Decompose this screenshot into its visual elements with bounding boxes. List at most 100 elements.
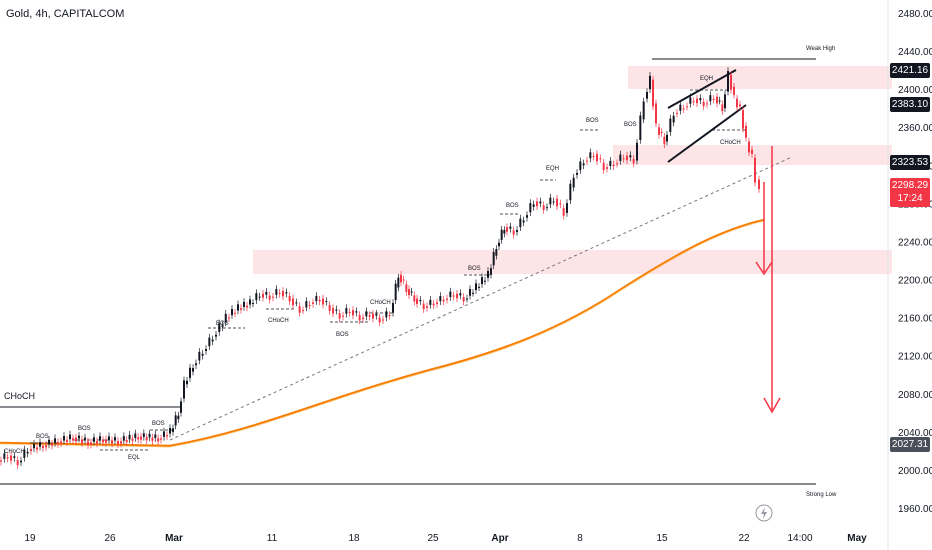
last-price-value: 2298.29 xyxy=(891,180,929,191)
candle-body xyxy=(702,101,705,107)
candle-body xyxy=(328,304,331,311)
candle-body xyxy=(23,449,26,458)
candle-body xyxy=(616,163,618,165)
candle-body xyxy=(105,439,107,443)
candle-body xyxy=(84,437,86,441)
candle-body xyxy=(362,317,364,320)
candle-body xyxy=(699,98,702,101)
choch-label: CHoCH xyxy=(720,140,741,146)
candle-body xyxy=(475,283,477,291)
candle-body xyxy=(397,277,400,288)
x-tick-label: 18 xyxy=(348,533,360,544)
candle-body xyxy=(36,447,38,450)
candle-body xyxy=(636,142,638,161)
candle-body xyxy=(10,455,12,461)
candle-body xyxy=(413,295,416,302)
candle-body xyxy=(332,308,334,314)
candlestick-series xyxy=(0,67,760,469)
candle-body xyxy=(509,226,512,229)
candle-body xyxy=(572,177,575,188)
candle-body xyxy=(758,179,760,190)
candle-body xyxy=(211,339,214,342)
candle-body xyxy=(262,293,264,298)
candle-body xyxy=(718,100,721,102)
y-tick-label: 2040.00 xyxy=(898,428,932,439)
candle-body xyxy=(288,296,291,302)
candle-body xyxy=(589,152,592,159)
candle-body xyxy=(142,433,145,437)
candle-body xyxy=(452,295,455,297)
y-tick-label: 2240.00 xyxy=(898,237,932,248)
candle-body xyxy=(716,96,718,104)
candle-body xyxy=(234,312,236,314)
support-price-label: 2323.53 xyxy=(890,155,930,170)
candle-body xyxy=(312,302,314,304)
candle-body xyxy=(60,441,62,444)
candle-body xyxy=(180,401,182,413)
candle-body xyxy=(268,295,271,300)
candle-body xyxy=(75,437,77,442)
candle-body xyxy=(221,325,224,328)
candle-body xyxy=(134,433,137,438)
candle-body xyxy=(724,94,726,109)
candle-body xyxy=(63,436,65,441)
bos-label: BOS xyxy=(152,421,165,427)
candle-body xyxy=(335,309,338,311)
bos-label: BOS xyxy=(78,426,91,432)
moving-average-inner xyxy=(0,220,765,448)
choch-label: CHoCH xyxy=(370,300,391,306)
x-tick-label: 14:00 xyxy=(787,533,812,544)
candle-body xyxy=(315,296,318,302)
candle-body xyxy=(348,311,351,313)
candle-body xyxy=(569,183,572,201)
demand-zone-low xyxy=(253,250,892,274)
candle-body xyxy=(282,290,284,297)
candle-body xyxy=(215,334,217,337)
candle-body xyxy=(400,274,402,283)
candle-body xyxy=(318,299,321,302)
candle-body xyxy=(265,291,268,295)
candle-body xyxy=(682,108,685,110)
lightning-icon[interactable] xyxy=(755,504,773,522)
candle-body xyxy=(410,291,413,293)
candle-body xyxy=(490,268,492,275)
candle-body xyxy=(696,98,698,104)
candle-body xyxy=(102,440,104,443)
candle-body xyxy=(462,296,465,302)
candle-body xyxy=(459,293,462,296)
candle-body xyxy=(368,315,371,317)
candle-body xyxy=(174,415,177,426)
candle-body xyxy=(16,460,19,466)
candle-body xyxy=(646,92,648,99)
candle-body xyxy=(739,104,741,107)
candle-body xyxy=(706,103,708,105)
candle-body xyxy=(472,292,474,294)
candle-body xyxy=(258,296,261,298)
y-tick-label: 2440.00 xyxy=(898,47,932,58)
x-tick-label: 15 xyxy=(656,533,668,544)
candle-body xyxy=(536,201,538,207)
candle-body xyxy=(626,155,628,161)
candle-body xyxy=(26,451,29,454)
candle-body xyxy=(305,301,308,308)
candle-body xyxy=(117,440,119,445)
candle-body xyxy=(676,112,678,114)
candle-body xyxy=(358,315,361,321)
candle-body xyxy=(66,439,68,442)
candle-body xyxy=(712,98,715,100)
candle-body xyxy=(498,242,500,247)
candle-body xyxy=(177,415,180,420)
candle-body xyxy=(352,310,354,316)
candle-body xyxy=(419,299,422,302)
candle-body xyxy=(748,141,750,153)
candle-body xyxy=(325,301,328,303)
candle-body xyxy=(163,431,165,437)
candle-body xyxy=(111,440,113,444)
candle-body xyxy=(562,208,565,216)
candle-body xyxy=(579,161,582,171)
y-tick-label: 2400.00 xyxy=(898,85,932,96)
candle-body xyxy=(666,134,668,142)
x-tick-label: 11 xyxy=(267,533,278,544)
demand-zone-mid xyxy=(613,145,892,165)
